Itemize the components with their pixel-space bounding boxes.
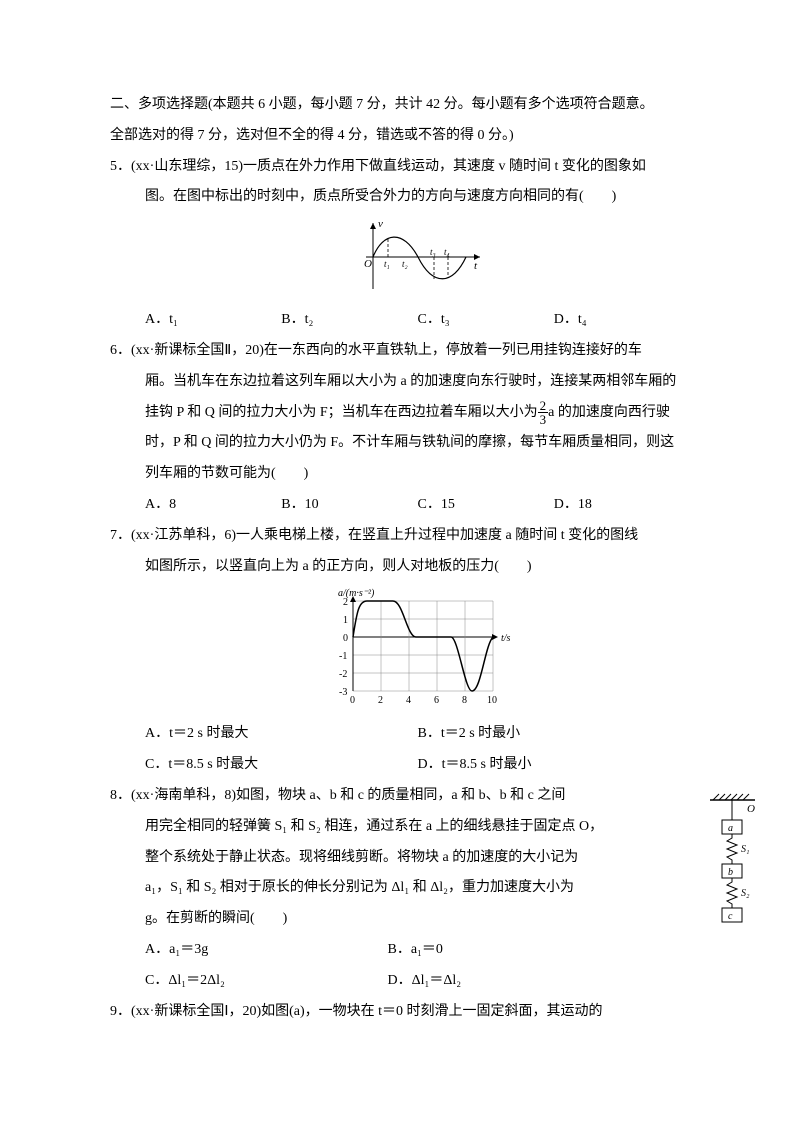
svg-text:10: 10	[487, 695, 497, 706]
svg-text:0: 0	[350, 695, 355, 706]
q8-optB: B．a₁＝0	[388, 935, 631, 966]
q5-line2: 图。在图中标出的时刻中，质点所受合外力的方向与速度方向相同的有( )	[145, 182, 690, 213]
svg-text:-3: -3	[339, 687, 347, 698]
q5-optA: A．t₁	[145, 305, 281, 336]
q8-line2: 用完全相同的轻弹簧 S₁ 和 S₂ 相连，通过系在 a 上的细线悬挂于固定点 O…	[145, 812, 630, 843]
svg-text:-1: -1	[339, 651, 347, 662]
q8-line3: 整个系统处于静止状态。现将细线剪断。将物块 a 的加速度的大小记为	[145, 843, 630, 874]
q7-line1: 7．(xx·江苏单科，6)一人乘电梯上楼，在竖直上升过程中加速度 a 随时间 t…	[110, 521, 690, 552]
svg-text:2: 2	[378, 695, 383, 706]
q6-line1: 6．(xx·新课标全国Ⅱ，20)在一东西向的水平直铁轨上，停放着一列已用挂钩连接…	[110, 336, 690, 367]
svg-text:O: O	[364, 258, 372, 270]
svg-text:6: 6	[434, 695, 439, 706]
q5-figure: v t O t₁ t₂ t₃ t₄	[145, 217, 690, 297]
q7-options-row1: A．t＝2 s 时最大 B．t＝2 s 时最小	[145, 719, 690, 750]
q6-line5: 列车厢的节数可能为( )	[145, 459, 690, 490]
q9-line1: 9．(xx·新课标全国Ⅰ，20)如图(a)，一物块在 t＝0 时刻滑上一固定斜面…	[110, 997, 690, 1028]
svg-text:t/s: t/s	[501, 633, 511, 644]
svg-text:b: b	[728, 867, 733, 878]
q7-optC: C．t＝8.5 s 时最大	[145, 750, 418, 781]
svg-text:O: O	[747, 803, 755, 815]
svg-text:c: c	[728, 911, 733, 922]
q8-optC: C．Δl₁＝2Δl₂	[145, 966, 388, 997]
q6-line4: 时，P 和 Q 间的拉力大小仍为 F。不计车厢与铁轨间的摩擦，每节车厢质量相同，…	[145, 428, 690, 459]
q5-optC: C．t₃	[418, 305, 554, 336]
svg-text:S₁: S₁	[741, 844, 749, 855]
q7-line2: 如图所示，以竖直向上为 a 的正方向，则人对地板的压力( )	[145, 552, 690, 583]
q7-figure: a/(m·s⁻²)	[145, 586, 690, 711]
q6-optB: B．10	[281, 490, 417, 521]
q6-optC: C．15	[418, 490, 554, 521]
q6-optD: D．18	[554, 490, 690, 521]
svg-text:t₂: t₂	[402, 259, 408, 269]
q7-options-row2: C．t＝8.5 s 时最大 D．t＝8.5 s 时最小	[145, 750, 690, 781]
svg-text:1: 1	[343, 615, 348, 626]
svg-text:v: v	[378, 218, 383, 230]
q5-optD: D．t₄	[554, 305, 690, 336]
svg-text:t₄: t₄	[444, 247, 450, 257]
svg-text:8: 8	[462, 695, 467, 706]
q6-options: A．8 B．10 C．15 D．18	[145, 490, 690, 521]
q7-optB: B．t＝2 s 时最小	[418, 719, 691, 750]
svg-text:t₁: t₁	[384, 259, 390, 269]
svg-text:t: t	[474, 260, 478, 272]
q5-line1: 5．(xx·山东理综，15)一质点在外力作用下做直线运动，其速度 v 随时间 t…	[110, 152, 690, 183]
q8-optA: A．a₁＝3g	[145, 935, 388, 966]
q5-optB: B．t₂	[281, 305, 417, 336]
q7-optA: A．t＝2 s 时最大	[145, 719, 418, 750]
q7-optD: D．t＝8.5 s 时最小	[418, 750, 691, 781]
q8-line5: g。在剪断的瞬间( )	[145, 904, 630, 935]
q6-line3: 挂钩 P 和 Q 间的拉力大小为 F；当机车在西边拉着车厢以大小为23a 的加速…	[145, 398, 690, 429]
svg-text:2: 2	[343, 597, 348, 608]
q6-optA: A．8	[145, 490, 281, 521]
section-header-2: 全部选对的得 7 分，选对但不全的得 4 分，错选或不答的得 0 分。)	[110, 121, 690, 152]
svg-text:a: a	[728, 823, 733, 834]
svg-text:-2: -2	[339, 669, 347, 680]
svg-text:0: 0	[343, 633, 348, 644]
svg-text:t₃: t₃	[430, 247, 436, 257]
q8-line1: 8．(xx·海南单科，8)如图，物块 a、b 和 c 的质量相同，a 和 b、b…	[110, 781, 690, 812]
q8-options-row1: A．a₁＝3g B．a₁＝0	[145, 935, 630, 966]
q6-line2: 厢。当机车在东边拉着这列车厢以大小为 a 的加速度向东行驶时，连接某两相邻车厢的	[145, 367, 690, 398]
svg-text:S₂: S₂	[741, 888, 750, 899]
page: 二、多项选择题(本题共 6 小题，每小题 7 分，共计 42 分。每小题有多个选…	[0, 0, 800, 1132]
q8-optD: D．Δl₁＝Δl₂	[388, 966, 631, 997]
q8-options-row2: C．Δl₁＝2Δl₂ D．Δl₁＝Δl₂	[145, 966, 630, 997]
q5-options: A．t₁ B．t₂ C．t₃ D．t₄	[145, 305, 690, 336]
section-header-1: 二、多项选择题(本题共 6 小题，每小题 7 分，共计 42 分。每小题有多个选…	[110, 90, 690, 121]
q8-figure: O a S₁ b S₂ c	[705, 790, 760, 940]
fraction-2-3: 23	[538, 399, 549, 426]
q8-line4: a₁，S₁ 和 S₂ 相对于原长的伸长分别记为 Δl₁ 和 Δl₂，重力加速度大…	[145, 873, 630, 904]
svg-text:4: 4	[406, 695, 411, 706]
